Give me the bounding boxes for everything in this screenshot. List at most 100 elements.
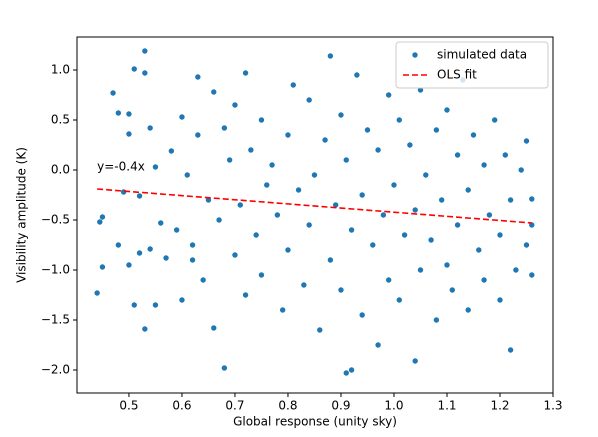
data-point xyxy=(497,232,503,238)
y-tick-label: 1.0 xyxy=(51,63,70,77)
data-point xyxy=(311,172,318,178)
data-point xyxy=(152,302,159,308)
y-tick-label: −0.5 xyxy=(41,213,70,227)
annotation: y=-0.4x xyxy=(97,160,145,174)
data-point xyxy=(465,187,471,193)
data-point xyxy=(126,131,132,137)
data-point xyxy=(375,147,381,153)
data-point xyxy=(152,164,159,170)
data-point xyxy=(491,117,498,123)
data-point xyxy=(136,250,143,256)
data-point xyxy=(306,222,312,228)
data-point xyxy=(248,147,254,153)
data-point xyxy=(99,264,106,270)
x-tick-label: 0.5 xyxy=(119,399,138,413)
data-point xyxy=(359,192,365,198)
data-point xyxy=(428,237,434,243)
x-axis-label: Global response (unity sky) xyxy=(233,415,397,429)
y-tick-label: −1.5 xyxy=(41,313,70,327)
data-point xyxy=(264,182,270,188)
data-point xyxy=(529,272,535,278)
x-tick-label: 1.1 xyxy=(437,399,456,413)
data-point xyxy=(507,197,514,203)
data-point xyxy=(454,152,461,158)
data-point xyxy=(189,242,196,248)
data-point xyxy=(253,232,259,238)
data-point xyxy=(327,257,334,263)
data-point xyxy=(465,307,471,313)
data-point xyxy=(412,207,418,213)
data-point xyxy=(301,282,307,288)
data-point xyxy=(274,212,281,218)
data-point xyxy=(433,127,440,133)
y-axis-label: Visibility amplitude (K) xyxy=(15,147,29,283)
data-point xyxy=(142,70,148,76)
data-point xyxy=(454,222,461,228)
data-point xyxy=(502,152,508,158)
data-point xyxy=(444,107,450,113)
data-point xyxy=(322,137,328,143)
data-point xyxy=(444,262,450,268)
data-point xyxy=(343,157,349,163)
data-point xyxy=(221,125,228,131)
data-point xyxy=(364,127,371,133)
fit-line xyxy=(97,188,532,224)
data-point xyxy=(497,297,503,303)
data-point xyxy=(481,277,487,283)
data-point xyxy=(232,252,238,258)
x-tick-label: 0.7 xyxy=(225,399,244,413)
data-point xyxy=(290,82,296,88)
data-point xyxy=(195,132,201,138)
data-point xyxy=(142,48,148,54)
legend-label: simulated data xyxy=(437,48,527,62)
data-point xyxy=(396,117,402,123)
data-point xyxy=(391,182,397,188)
data-point xyxy=(396,297,402,303)
data-point xyxy=(285,247,291,253)
data-point xyxy=(216,217,222,223)
y-tick-label: 0.5 xyxy=(51,113,70,127)
data-point xyxy=(242,292,249,298)
data-point xyxy=(375,342,381,348)
data-point xyxy=(332,202,339,208)
data-point xyxy=(401,232,408,238)
data-point xyxy=(385,92,392,98)
data-point xyxy=(529,196,535,202)
x-tick-label: 1.2 xyxy=(490,399,509,413)
legend-label: OLS fit xyxy=(437,68,477,82)
data-point xyxy=(348,227,355,233)
data-point xyxy=(513,267,519,273)
data-point xyxy=(407,142,413,148)
data-point xyxy=(433,317,440,323)
data-point xyxy=(211,325,217,331)
data-point xyxy=(184,172,190,178)
legend-marker xyxy=(412,52,418,58)
data-point xyxy=(205,197,212,203)
x-tick-label: 0.8 xyxy=(278,399,297,413)
data-point xyxy=(131,302,137,308)
data-point xyxy=(306,97,312,103)
data-point xyxy=(476,247,482,253)
data-point xyxy=(338,287,344,293)
data-point xyxy=(131,66,137,72)
data-point xyxy=(232,102,238,108)
data-point xyxy=(147,246,153,252)
x-tick-label: 1.0 xyxy=(384,399,403,413)
data-point xyxy=(518,167,524,173)
data-point xyxy=(470,132,477,138)
data-point xyxy=(173,227,180,233)
data-point xyxy=(417,267,424,273)
data-point xyxy=(380,212,387,218)
data-point xyxy=(110,90,116,96)
data-point xyxy=(168,148,175,154)
data-point xyxy=(423,172,429,178)
legend-box xyxy=(395,41,549,89)
data-point xyxy=(338,112,344,118)
data-point xyxy=(438,197,445,203)
data-point xyxy=(523,242,530,248)
data-point xyxy=(343,370,349,376)
data-point xyxy=(226,157,233,163)
data-point xyxy=(370,242,376,248)
data-point xyxy=(507,347,514,353)
